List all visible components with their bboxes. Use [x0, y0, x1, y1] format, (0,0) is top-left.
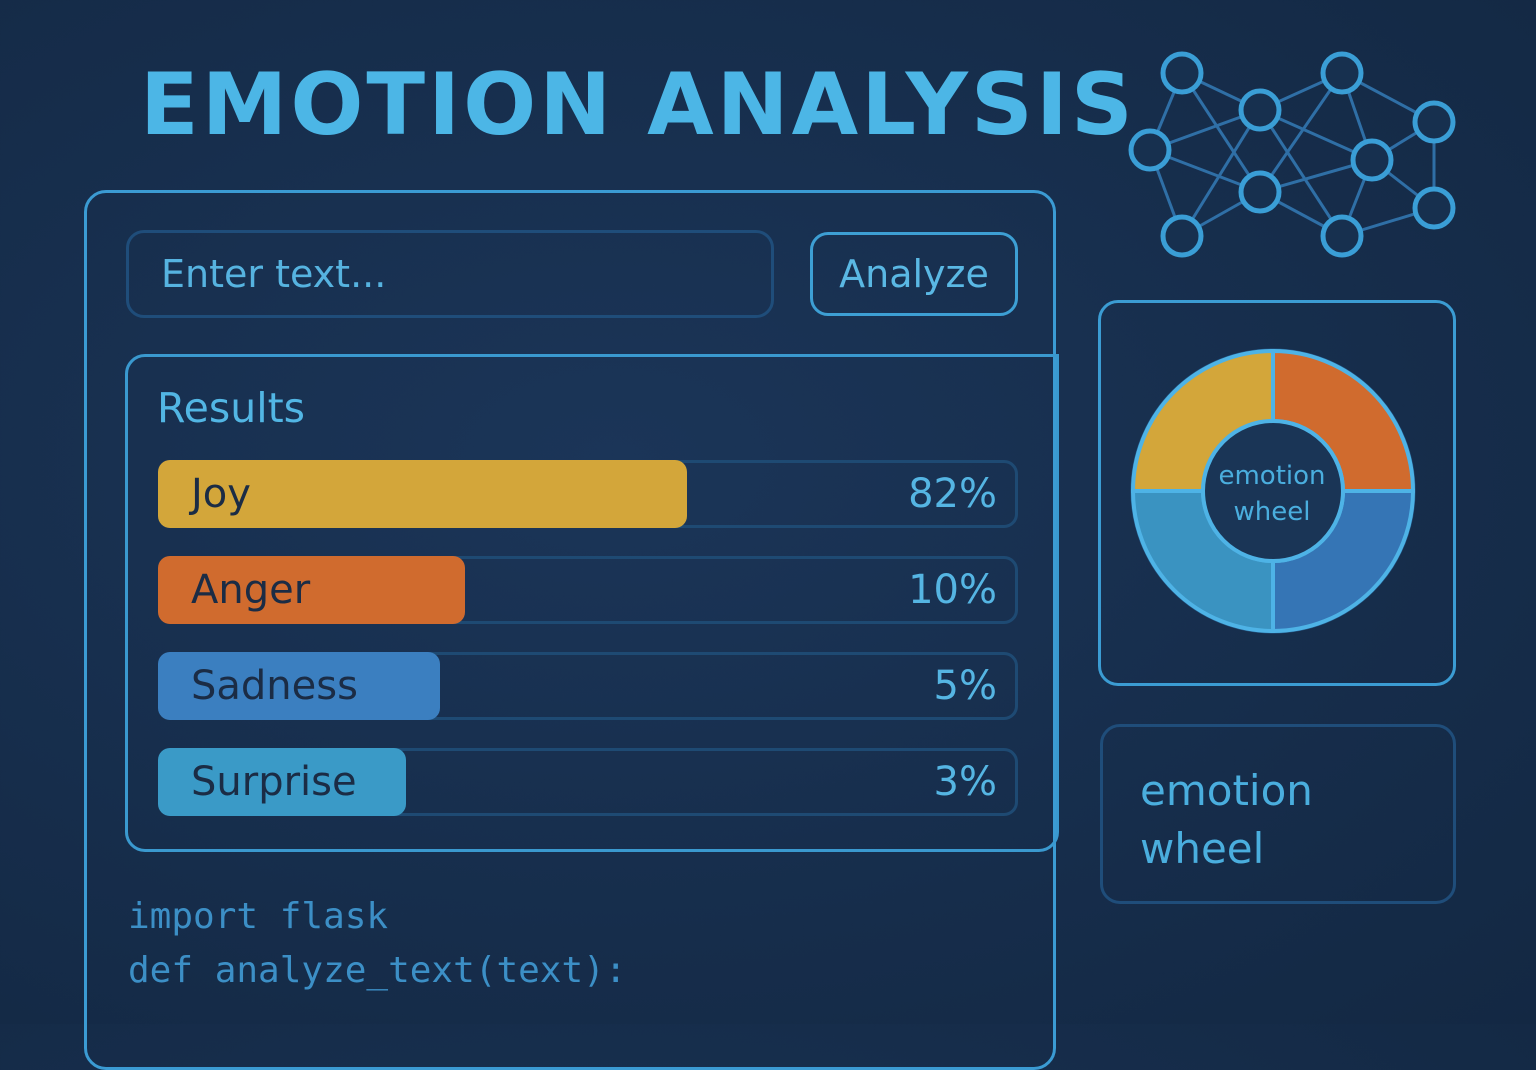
- result-label: Anger: [191, 567, 311, 613]
- result-label: Joy: [191, 471, 251, 517]
- emotion-wheel-panel: [1098, 300, 1456, 686]
- result-value: 10%: [908, 567, 997, 613]
- card-text-line: wheel: [1140, 824, 1265, 873]
- result-row-anger: Anger 10%: [158, 556, 1018, 624]
- page-title: EMOTION ANALYSIS: [140, 55, 1136, 155]
- emotion-wheel-card: [1100, 724, 1456, 904]
- emotion-wheel-chart: [1130, 348, 1416, 634]
- result-row-sadness: Sadness 5%: [158, 652, 1018, 720]
- result-bar-fill: [158, 652, 440, 720]
- code-line: import flask: [128, 896, 389, 937]
- result-value: 82%: [908, 471, 997, 517]
- text-input[interactable]: [126, 230, 774, 318]
- wheel-label-line: wheel: [1233, 497, 1311, 527]
- result-value: 5%: [933, 663, 997, 709]
- emotion-wheel-card-text: emotion wheel: [1140, 762, 1340, 878]
- results-title: Results: [157, 384, 306, 432]
- neural-network-icon: [1128, 51, 1456, 258]
- result-bar-fill: [158, 556, 466, 624]
- code-snippet: import flask def analyze_text(text):: [128, 890, 627, 998]
- result-bar-fill: [158, 748, 406, 816]
- result-row-surprise: Surprise 3%: [158, 748, 1018, 816]
- result-value: 3%: [933, 759, 997, 805]
- analyze-button[interactable]: Analyze: [810, 232, 1018, 316]
- wheel-label-line: emotion: [1218, 461, 1326, 491]
- result-label: Surprise: [191, 759, 357, 805]
- code-line: def analyze_text(text):: [128, 950, 627, 991]
- results-panel: [125, 354, 1059, 852]
- result-bar-fill: [158, 460, 688, 528]
- result-row-joy: Joy 82%: [158, 460, 1018, 528]
- result-label: Sadness: [191, 663, 358, 709]
- wheel-center-label: emotion wheel: [1204, 458, 1340, 530]
- card-text-line: emotion: [1140, 766, 1313, 815]
